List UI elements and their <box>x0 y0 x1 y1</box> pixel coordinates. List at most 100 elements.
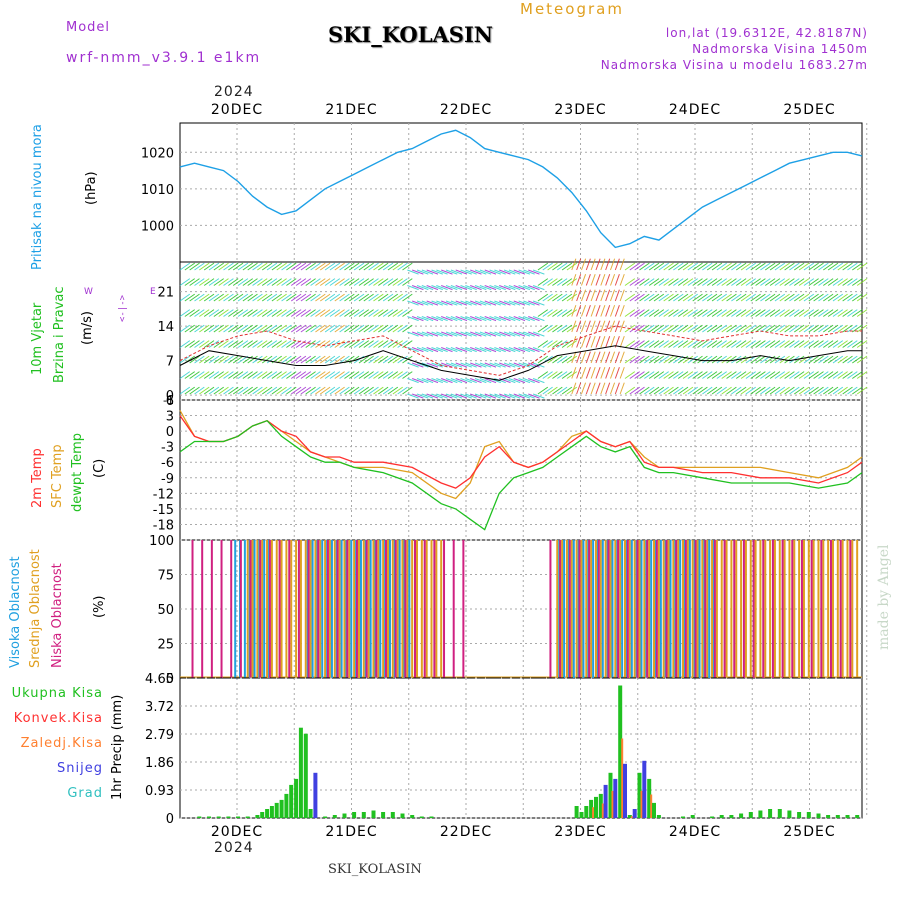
precip-bar <box>245 816 250 818</box>
wind-barb <box>382 340 394 348</box>
wind-barb <box>590 289 596 302</box>
wind-barb <box>566 371 578 379</box>
wind-barb <box>213 309 224 317</box>
wind-barb <box>692 293 703 302</box>
wind-barb <box>731 340 742 348</box>
wind-barb <box>499 316 511 322</box>
wind-barb <box>605 305 611 317</box>
wind-barb <box>441 362 453 368</box>
wind-barb <box>721 278 732 286</box>
wind-barb <box>513 285 526 291</box>
x-tick-label-bottom: 21DEC <box>325 824 377 840</box>
wind-barb <box>426 316 439 322</box>
wind-barb <box>585 289 591 302</box>
wind-barb <box>368 278 379 286</box>
wind-barb <box>692 262 703 271</box>
wind-barb <box>769 309 781 317</box>
wind-barb <box>179 355 191 364</box>
wind-barb <box>257 278 268 286</box>
wind-barb <box>261 355 273 364</box>
wind-barb <box>324 293 336 302</box>
wind-barb <box>460 393 472 399</box>
wind-barb <box>687 340 698 348</box>
temp-y-tick: -12 <box>153 487 174 502</box>
wind-barb <box>470 285 482 291</box>
wind-barb <box>571 320 577 333</box>
wind-barb <box>441 331 453 337</box>
wind-barb <box>653 262 665 271</box>
wind-barb <box>397 324 408 333</box>
wind-barb <box>518 362 531 368</box>
wind-barb <box>629 386 640 395</box>
wind-barb <box>852 386 863 395</box>
temp-y-tick: 3 <box>166 410 174 425</box>
wind-barb <box>818 262 829 271</box>
wind-barb <box>595 289 601 302</box>
wind-barb <box>407 378 419 384</box>
wind-barb <box>532 347 545 353</box>
wind-barb <box>232 324 244 333</box>
wind-barb <box>832 386 844 395</box>
wind-barb <box>837 386 848 395</box>
wind-barb <box>276 278 287 286</box>
wind-barb <box>484 362 497 368</box>
wind-barb <box>793 262 805 271</box>
wind-barb <box>315 293 326 302</box>
wind-barb <box>276 262 287 271</box>
wind-barb <box>257 324 268 333</box>
wind-barb <box>745 386 756 395</box>
wind-barb <box>552 278 563 286</box>
wind-barb <box>726 278 737 286</box>
wind-barb <box>373 371 384 379</box>
wind-barb <box>436 300 448 306</box>
wind-barb <box>552 262 563 271</box>
wind-barb <box>687 278 698 286</box>
wind-barb <box>750 278 761 286</box>
wind-barb <box>503 331 516 337</box>
wind-barb <box>784 386 795 395</box>
wind-barb <box>532 378 545 384</box>
wind-barb <box>668 293 679 302</box>
wind-barb <box>266 355 278 364</box>
wind-barb <box>378 371 389 379</box>
wind-barb <box>842 293 853 302</box>
wind-barb <box>242 293 253 302</box>
precip-bar <box>579 812 584 818</box>
wind-barb <box>760 386 771 395</box>
wind-barb <box>392 278 403 286</box>
wind-barb <box>353 371 365 379</box>
wind-barb <box>387 309 399 317</box>
wind-barb <box>194 324 205 333</box>
wind-barb <box>735 309 747 317</box>
wind-barb <box>344 309 355 317</box>
wind-barb <box>842 309 853 317</box>
wind-barb <box>189 340 200 348</box>
wind-barb <box>397 309 408 317</box>
wind-barb <box>290 386 302 395</box>
wind-barb <box>648 386 660 395</box>
wind-barb <box>353 386 365 395</box>
wind-barb <box>290 309 302 317</box>
wind-barb <box>358 309 370 317</box>
wind-barb <box>353 293 365 302</box>
wind-barb <box>344 324 355 333</box>
wind-barb <box>329 278 341 286</box>
wind-barb <box>808 262 819 271</box>
wind-barb <box>774 355 786 364</box>
wind-barb <box>281 278 292 286</box>
wind-barb <box>726 340 737 348</box>
wind-barb <box>257 262 268 271</box>
wind-barb <box>677 340 689 348</box>
wind-barb <box>300 278 312 286</box>
wind-barb <box>319 355 331 364</box>
wind-barb <box>571 382 577 395</box>
wind-barb <box>716 309 727 317</box>
wind-barb <box>208 355 220 364</box>
precip-bar <box>816 813 821 818</box>
wind-barb <box>460 269 472 275</box>
wind-barb <box>528 393 540 399</box>
wind-barb <box>697 340 708 348</box>
precip-bar <box>748 812 753 818</box>
wind-barb <box>474 269 487 275</box>
wind-barb <box>856 293 868 302</box>
